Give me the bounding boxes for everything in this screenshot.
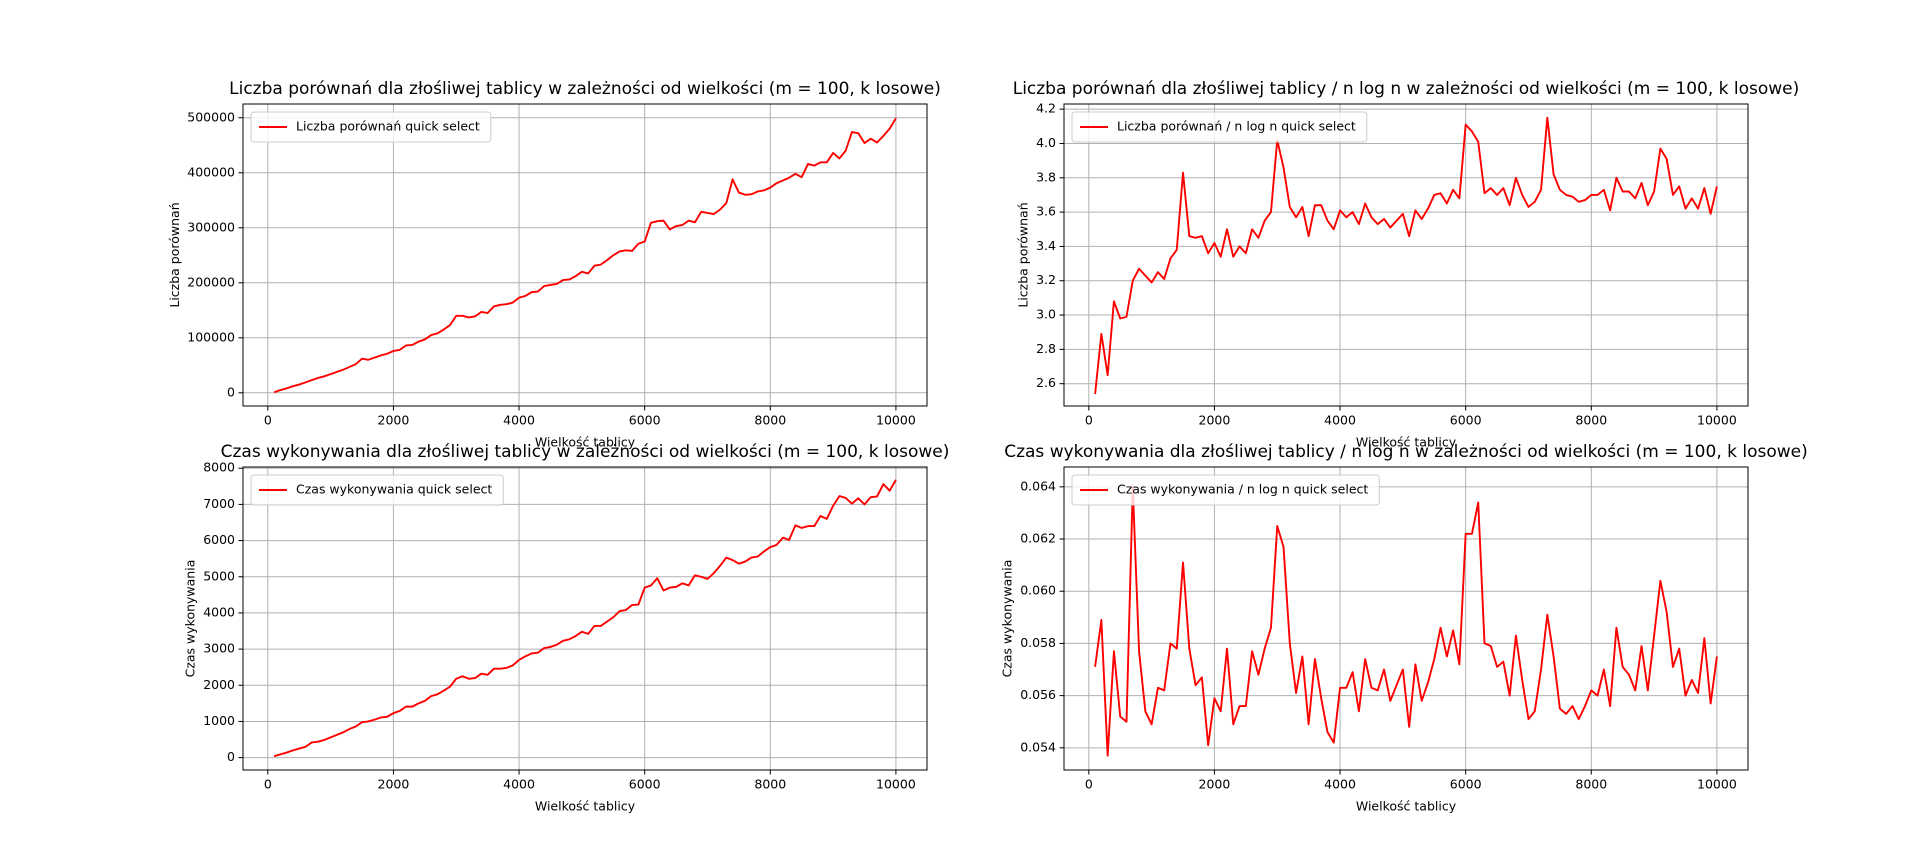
y-tick-label: 300000 [187,219,235,234]
y-tick-label: 5000 [203,568,235,583]
y-tick-label: 100000 [187,329,235,344]
plot-area [243,467,927,770]
y-tick-label: 3.0 [1036,307,1056,322]
x-tick-label: 4000 [503,777,535,792]
y-tick-label: 2.6 [1036,375,1056,390]
legend: Liczba porównań quick select [250,111,492,143]
axes-frame [1063,103,1749,407]
y-tick-label: 0.056 [1020,687,1056,702]
line-series [1094,116,1718,395]
axes-frame [1063,466,1749,771]
x-tick-label: 0 [264,413,272,428]
legend-frame [1071,111,1368,143]
x-tick-label: 2000 [1199,413,1231,428]
y-tick-label: 2000 [203,677,235,692]
y-tick-label: 0 [227,384,235,399]
legend: Czas wykonywania quick select [250,474,504,506]
y-tick-label: 0.060 [1020,583,1056,598]
x-axis-label: Wielkość tablicy [535,435,636,450]
x-tick-label: 10000 [876,413,916,428]
x-tick-label: 4000 [1324,413,1356,428]
subplot: 0 2000 4000 6000 8000 10000 0.054 0.056 0.058 0.0… [1000,442,1808,814]
legend: Liczba porównań / n log n quick select [1071,111,1368,143]
x-tick-label: 0 [264,777,272,792]
y-tick-label: 0.062 [1020,531,1056,546]
x-tick-label: 6000 [1450,413,1482,428]
chart-title: Czas wykonywania dla złośliwej tablicy w… [221,442,950,462]
y-tick-label: 0.064 [1020,478,1056,493]
x-tick-label: 10000 [876,777,916,792]
y-tick-label: 3.6 [1036,204,1056,219]
y-tick-label: 4.0 [1036,135,1056,150]
y-tick-label: 200000 [187,274,235,289]
legend-label: Liczba porównań / n log n quick select [1117,119,1356,134]
y-tick-label: 2.8 [1036,341,1056,356]
x-tick-label: 2000 [378,413,410,428]
axes-frame [242,103,928,407]
y-tick-label: 1000 [203,713,235,728]
x-tick-label: 0 [1085,777,1093,792]
y-tick-label: 3.2 [1036,272,1056,287]
x-tick-label: 2000 [378,777,410,792]
y-tick-label: 500000 [187,109,235,124]
x-tick-label: 4000 [503,413,535,428]
y-tick-label: 7000 [203,496,235,511]
x-axis-label: Wielkość tablicy [1356,799,1457,814]
x-tick-label: 10000 [1697,413,1737,428]
x-tick-label: 8000 [1575,777,1607,792]
plot-area [1064,467,1748,770]
subplot: 0 2000 4000 6000 8000 10000 0 1000 2000 3000 4000 5… [183,442,950,814]
y-tick-label: 0.054 [1020,739,1056,754]
y-axis-label: Liczba porównań [167,202,182,307]
subplot: 0 2000 4000 6000 8000 10000 2.6 2.8 3.0 3.2 3.4 3.6… [1013,79,1800,450]
x-tick-label: 8000 [754,777,786,792]
y-axis-label: Czas wykonywania [1000,560,1015,678]
subplot: 0 2000 4000 6000 8000 10000010000020000030000… [167,79,941,450]
y-tick-label: 4.2 [1036,101,1056,116]
x-axis-label: Wielkość tablicy [1356,435,1457,450]
chart-title: Liczba porównań dla złośliwej tablicy / … [1013,79,1800,99]
legend-label: Liczba porównań quick select [296,119,480,134]
y-tick-label: 3.8 [1036,169,1056,184]
x-tick-label: 6000 [1450,777,1482,792]
legend-frame [250,474,504,506]
y-tick-label: 4000 [203,604,235,619]
x-tick-label: 2000 [1199,777,1231,792]
x-tick-label: 4000 [1324,777,1356,792]
y-tick-label: 400000 [187,164,235,179]
x-tick-label: 8000 [1575,413,1607,428]
legend-label: Czas wykonywania / n log n quick select [1117,482,1368,497]
x-tick-label: 10000 [1697,777,1737,792]
plot-area [1064,104,1748,406]
legend-label: Czas wykonywania quick select [296,482,492,497]
chart-title: Czas wykonywania dla złośliwej tablicy /… [1004,442,1808,462]
y-axis-label: Liczba porównań [1016,202,1031,307]
y-tick-label: 6000 [203,532,235,547]
x-tick-label: 0 [1085,413,1093,428]
x-tick-label: 8000 [754,413,786,428]
y-tick-label: 3000 [203,641,235,656]
legend-frame [1071,474,1380,506]
plot-area [243,104,927,406]
axes-frame [242,466,928,771]
y-axis-label: Czas wykonywania [183,560,198,678]
x-tick-label: 6000 [629,413,661,428]
legend-frame [250,111,492,143]
line-series [273,117,897,394]
x-axis-label: Wielkość tablicy [535,799,636,814]
line-series [1094,485,1718,757]
y-tick-label: 8000 [203,460,235,475]
line-series [273,479,897,758]
legend: Czas wykonywania / n log n quick select [1071,474,1380,506]
x-tick-label: 6000 [629,777,661,792]
chart-title: Liczba porównań dla złośliwej tablicy w … [229,79,941,99]
y-tick-label: 3.4 [1036,238,1056,253]
y-tick-label: 0.058 [1020,635,1056,650]
y-tick-label: 0 [227,749,235,764]
